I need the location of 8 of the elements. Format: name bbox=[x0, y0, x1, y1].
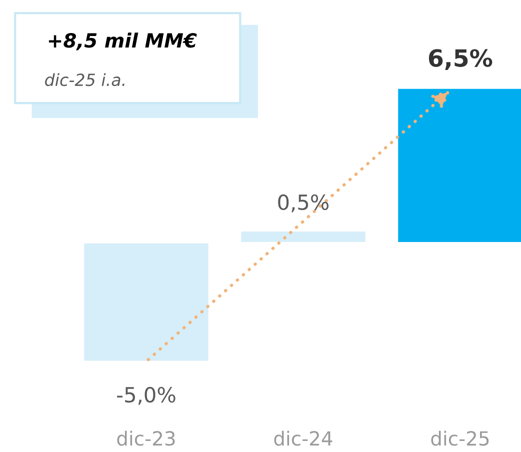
data-label: -5,0% bbox=[117, 386, 176, 405]
x-tick-label: dic-24 bbox=[274, 430, 332, 446]
data-label: 6,5% bbox=[428, 49, 492, 70]
text: dic-25 i.a. bbox=[45, 73, 124, 86]
data-label: 0,5% bbox=[278, 194, 329, 212]
x-tick-label: dic-25 bbox=[431, 430, 489, 446]
x-tick-label: dic-23 bbox=[117, 430, 175, 446]
text: +8,5 mil MM€ bbox=[48, 32, 197, 50]
